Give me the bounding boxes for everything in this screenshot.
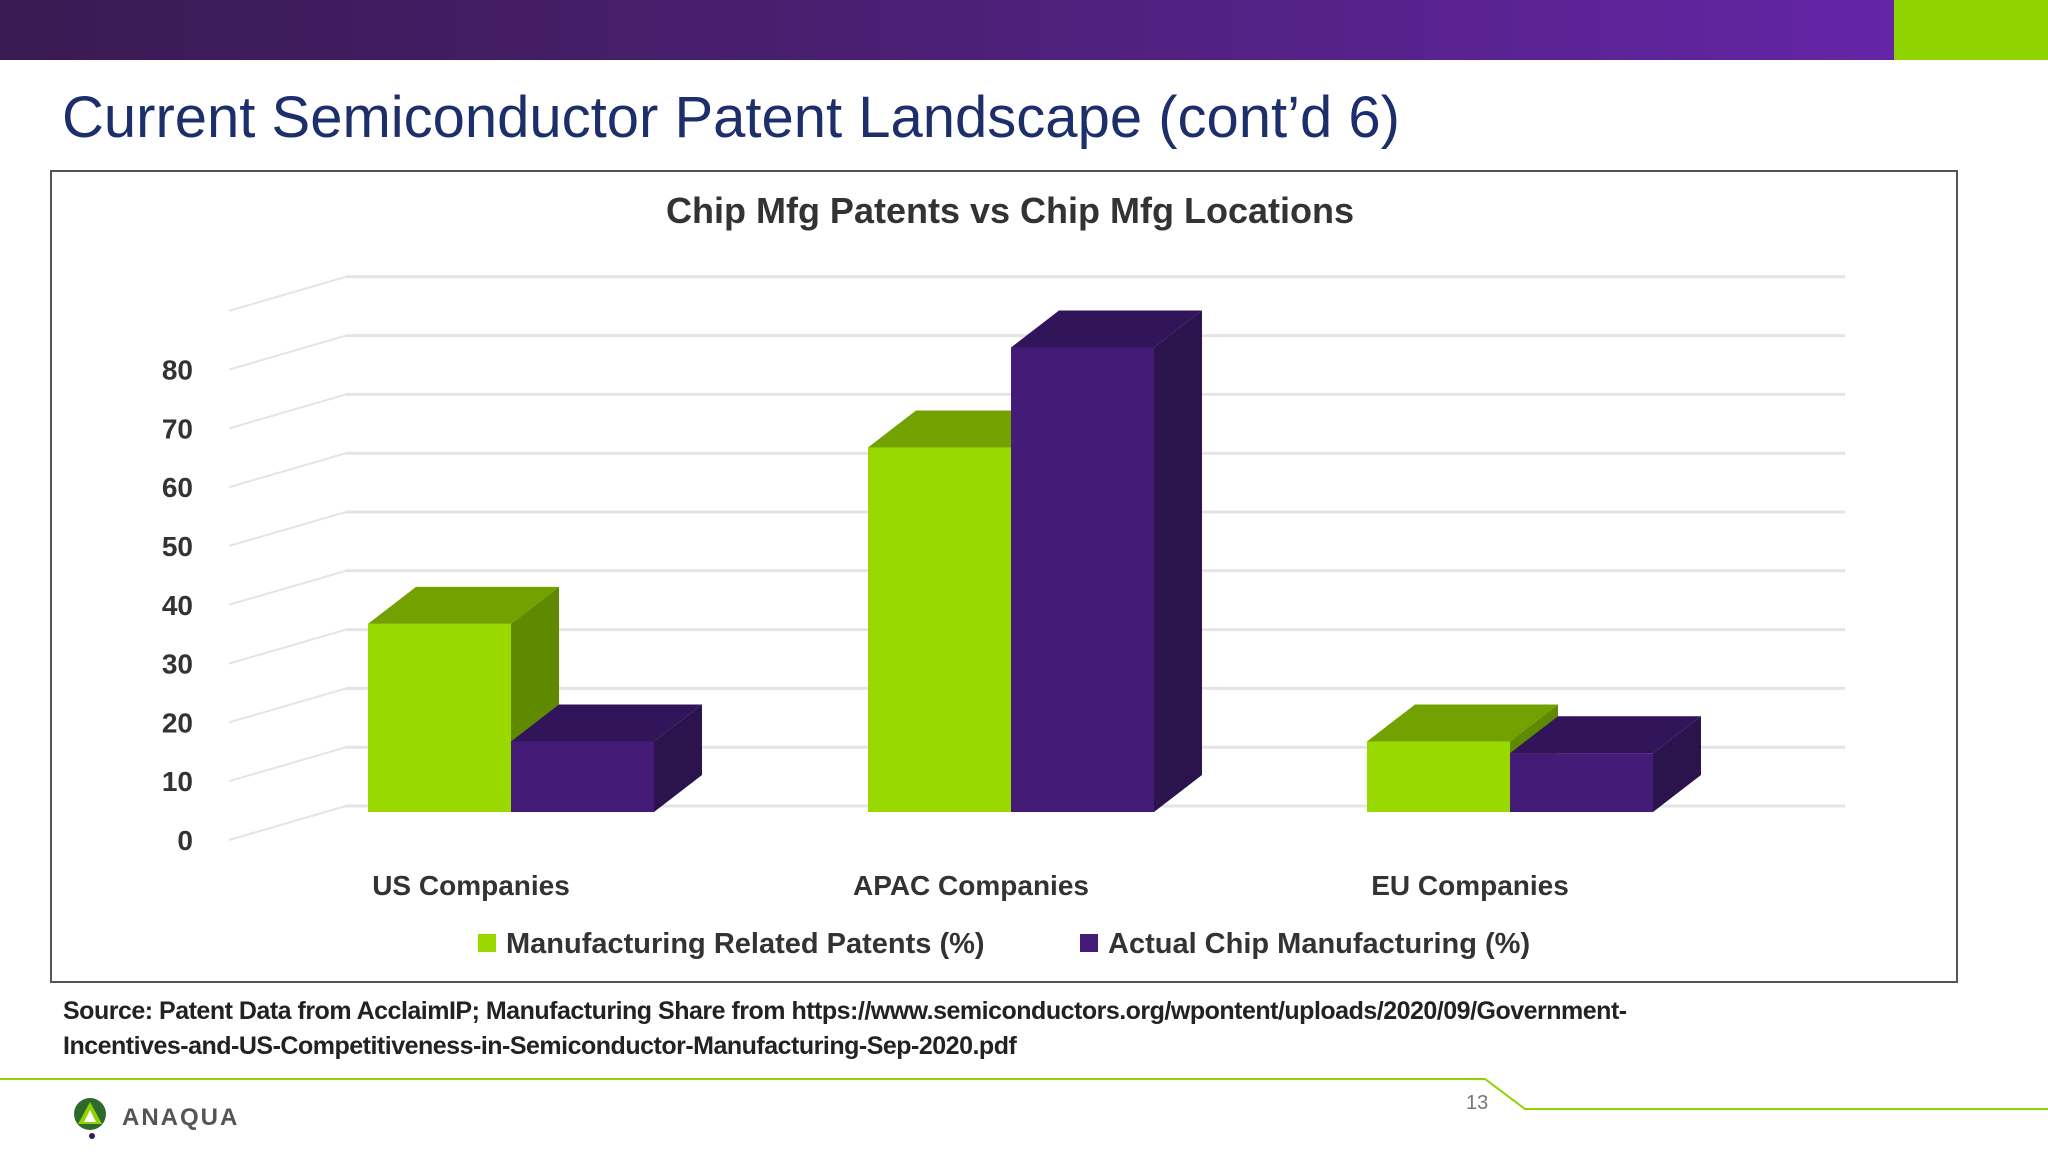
y-tick-label: 40 [162, 590, 193, 621]
y-tick-label: 30 [162, 649, 193, 680]
slide-title: Current Semiconductor Patent Landscape (… [62, 85, 1400, 150]
gridline-side [228, 569, 347, 606]
gridline-side [228, 805, 347, 841]
category-label: EU Companies [1371, 870, 1569, 901]
bar-top [1367, 704, 1558, 742]
bar [868, 447, 1011, 812]
header-bar-green [1894, 0, 2048, 60]
bar-side [654, 704, 702, 812]
legend-label: Actual Chip Manufacturing (%) [1108, 928, 1530, 960]
y-tick-label: 70 [162, 413, 193, 444]
y-tick-label: 20 [162, 707, 193, 738]
bar-top [1510, 716, 1701, 754]
bar-top [1011, 310, 1202, 348]
gridline-side [228, 628, 347, 665]
y-tick-label: 0 [177, 825, 193, 856]
gridline-side [228, 746, 347, 783]
gridline-side [228, 334, 347, 371]
legend-swatch [478, 934, 496, 952]
category-label: APAC Companies [853, 870, 1089, 901]
bar-top [511, 704, 702, 742]
anaqua-logo-icon [74, 1098, 106, 1139]
y-tick-label: 80 [162, 355, 193, 386]
legend-label: Manufacturing Related Patents (%) [506, 928, 985, 960]
header-bar-purple [0, 0, 1894, 60]
chart-title: Chip Mfg Patents vs Chip Mfg Locations [666, 190, 1354, 231]
bar [1510, 753, 1653, 812]
source-line-1: Source: Patent Data from AcclaimIP; Manu… [63, 997, 1627, 1025]
gridline-side [228, 452, 347, 489]
y-tick-label: 60 [162, 472, 193, 503]
y-tick-label: 10 [162, 766, 193, 797]
bar [1367, 741, 1510, 812]
source-note: Source: Patent Data from AcclaimIP; Manu… [63, 994, 1963, 1064]
gridline-side [228, 275, 347, 312]
bar [368, 623, 511, 812]
logo-text: ANAQUA [122, 1104, 240, 1131]
source-line-2: Incentives-and-US-Competitiveness-in-Sem… [63, 1032, 1017, 1060]
bar [511, 741, 654, 812]
bar-side [1154, 310, 1202, 812]
legend-swatch [1080, 934, 1098, 952]
page-number: 13 [1466, 1092, 1489, 1114]
y-tick-label: 50 [162, 531, 193, 562]
gridline-side [228, 687, 347, 724]
anaqua-logo: ANAQUA [72, 1096, 239, 1140]
category-label: US Companies [372, 870, 570, 901]
bar-side [1653, 716, 1701, 812]
gridline-side [228, 393, 347, 430]
bar [1011, 347, 1154, 812]
gridline-side [228, 511, 347, 547]
bar-top [368, 586, 559, 624]
chart-frame [50, 170, 1958, 983]
